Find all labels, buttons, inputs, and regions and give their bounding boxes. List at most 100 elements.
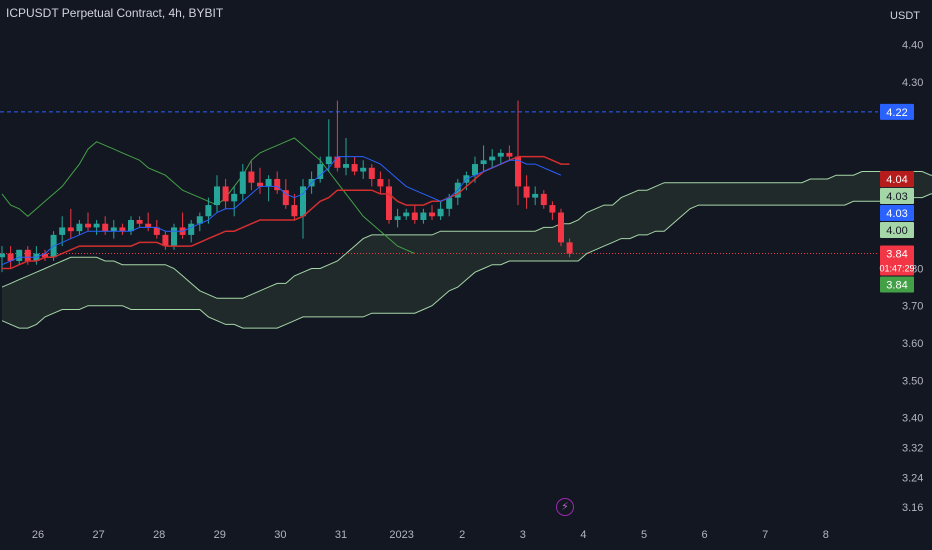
candle [145, 212, 152, 232]
candle [523, 175, 530, 209]
candle-body [411, 212, 418, 220]
x-tick-label: 7 [762, 529, 768, 541]
candle-body [317, 164, 324, 179]
candle-body [282, 190, 289, 206]
candle-body [446, 197, 453, 209]
candle-body [153, 227, 160, 235]
candle [188, 219, 195, 243]
candle-body [188, 223, 195, 235]
candle [59, 216, 66, 247]
candle-body [128, 219, 134, 232]
candle [136, 216, 143, 228]
candle [515, 100, 521, 206]
x-axis: 26 27 28 29 30 31 2023 2 3 4 5 6 7 8 [32, 529, 829, 541]
candle-body [325, 156, 332, 165]
candle-body [360, 167, 367, 172]
y-tick-label: 4.30 [902, 77, 923, 89]
senkou-span-b-line [1, 193, 932, 329]
candle-body [274, 178, 281, 191]
lagging-span-line [1, 137, 415, 254]
y-tick-label: 3.50 [902, 375, 923, 387]
candle-body [480, 160, 487, 165]
candle-body [386, 186, 392, 220]
candle-body [523, 186, 530, 198]
candle-body [222, 186, 229, 202]
candle-body [16, 249, 23, 261]
candle-body [489, 156, 496, 161]
candle-body [85, 223, 91, 228]
plot-area [0, 100, 932, 329]
y-tick-label: 3.16 [902, 502, 923, 514]
candle [102, 216, 109, 235]
x-tick-label: 4 [580, 529, 586, 541]
candle-body [549, 205, 556, 213]
candle [386, 178, 392, 224]
candle [119, 223, 126, 235]
candle-body [102, 223, 109, 232]
candle [394, 208, 401, 228]
candle-body [110, 227, 117, 232]
countdown-label: 01:47:29 [879, 264, 914, 274]
candle-body [239, 171, 246, 194]
x-tick-label: 31 [335, 529, 347, 541]
candle [222, 178, 229, 209]
candle-body [566, 242, 573, 254]
candle [33, 246, 40, 265]
candle [7, 246, 14, 269]
candle-body [532, 193, 539, 198]
candle-body [437, 208, 444, 217]
candle [437, 201, 444, 220]
candle-body [171, 227, 177, 247]
x-tick-label: 27 [92, 529, 104, 541]
candle [179, 212, 186, 239]
senkou-span-a-line [1, 171, 932, 299]
y-tick-label: 3.60 [902, 338, 923, 350]
chart-title: ICPUSDT Perpetual Contract, 4h, BYBIT [6, 6, 224, 20]
candle-body [67, 227, 74, 232]
candle-body [205, 205, 212, 217]
candle-body [24, 249, 31, 261]
candle [506, 145, 513, 161]
y-tick-label: 3.40 [902, 413, 923, 425]
candle [231, 186, 238, 217]
candle-body [497, 152, 504, 157]
lightning-icon[interactable]: ⚡ [556, 498, 574, 516]
x-tick-label: 28 [153, 529, 165, 541]
candle-body [59, 227, 66, 235]
candle [489, 149, 496, 168]
y-tick-label: 3.32 [902, 442, 923, 454]
candle-body [420, 212, 427, 220]
candle-body [93, 223, 100, 228]
candle-body [248, 171, 255, 183]
price-label-text: 3.84 [886, 249, 907, 261]
candle-body [196, 216, 203, 224]
candle [274, 171, 281, 194]
candle-body [351, 164, 358, 172]
candle-body [403, 212, 410, 217]
x-tick-label: 6 [702, 529, 708, 541]
candle-body [343, 164, 349, 168]
price-label-badge [880, 276, 914, 293]
candle [497, 149, 504, 165]
candle [558, 208, 564, 247]
candle-body [231, 193, 238, 202]
candle-body [162, 234, 169, 247]
candle [480, 145, 487, 172]
x-tick-label: 26 [32, 529, 44, 541]
candle-body [506, 152, 513, 157]
candle [368, 164, 375, 187]
candle-body [145, 223, 152, 228]
candle-body [540, 193, 547, 206]
base-line [2, 155, 570, 270]
candle-body [515, 156, 521, 187]
price-label-text: 4.04 [886, 174, 907, 186]
candle [265, 175, 272, 202]
candle [42, 249, 48, 261]
candle-body [291, 205, 298, 217]
candle [540, 190, 547, 209]
y-tick-label: 4.40 [902, 40, 923, 52]
candle [128, 216, 134, 235]
candle [411, 205, 418, 224]
candle [153, 219, 160, 239]
